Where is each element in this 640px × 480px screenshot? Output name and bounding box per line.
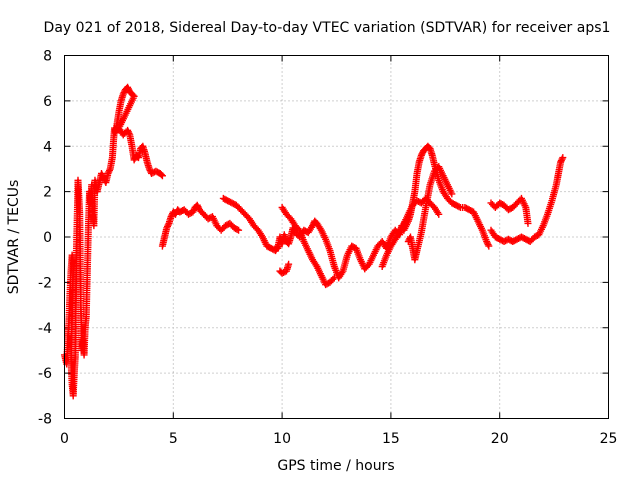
data-point: [329, 275, 337, 283]
data-point: [484, 241, 492, 249]
data-point: [125, 129, 133, 137]
x-tick-labels: 0 5 10 15 20 25: [60, 431, 617, 447]
y-tick-label: 4: [43, 139, 52, 155]
data-point: [233, 225, 241, 233]
data-point: [157, 171, 165, 179]
data-point: [158, 172, 166, 180]
data-point: [485, 242, 493, 250]
data-points: [61, 83, 567, 400]
x-tick-label: 15: [382, 431, 400, 447]
data-point: [448, 190, 456, 198]
data-point: [285, 260, 293, 268]
data-point: [330, 274, 338, 282]
x-tick-label: 20: [491, 431, 509, 447]
plot-frame: [64, 55, 609, 419]
y-tick-label: 2: [43, 185, 52, 201]
y-tick-label: -6: [38, 366, 52, 382]
data-point: [455, 203, 463, 211]
y-axis-label: SDTVAR / TECUs: [6, 180, 22, 295]
x-tick-label: 10: [273, 431, 291, 447]
data-point: [558, 155, 566, 163]
x-tick-label: 5: [169, 431, 178, 447]
chart-title: Day 021 of 2018, Sidereal Day-to-day VTE…: [44, 20, 611, 36]
data-point: [105, 166, 113, 174]
y-tick-label: -4: [38, 321, 52, 337]
data-point: [235, 226, 243, 234]
data-point: [559, 154, 567, 162]
y-tick-label: 6: [43, 94, 52, 110]
y-tick-label: 8: [43, 49, 52, 65]
grid-lines: [64, 55, 609, 419]
data-point: [524, 219, 532, 227]
x-axis-label: GPS time / hours: [277, 458, 394, 474]
y-tick-label: -2: [38, 275, 52, 291]
y-tick-label: -8: [38, 412, 52, 428]
x-tick-label: 0: [60, 431, 69, 447]
x-tick-label: 25: [600, 431, 618, 447]
data-point: [164, 221, 172, 229]
data-point: [435, 210, 443, 218]
y-tick-label: 0: [43, 230, 52, 246]
y-tick-labels: -8 -6 -4 -2 0 2 4 6 8: [38, 49, 52, 428]
